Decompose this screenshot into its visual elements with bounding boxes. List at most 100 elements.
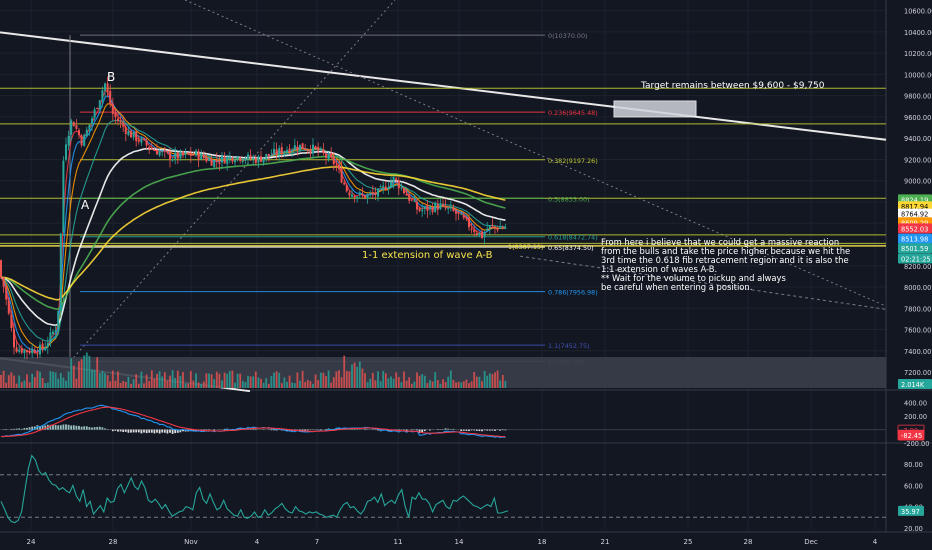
candle-body[interactable] — [288, 148, 291, 153]
candle-body[interactable] — [234, 160, 236, 163]
candle-body[interactable] — [330, 152, 333, 158]
candle-body[interactable] — [205, 157, 208, 162]
candle-body[interactable] — [468, 218, 470, 228]
candle-body[interactable] — [150, 148, 153, 150]
candle-body[interactable] — [187, 152, 190, 154]
candle-body[interactable] — [304, 148, 307, 150]
candle-body[interactable] — [491, 224, 494, 226]
candle-body[interactable] — [52, 331, 54, 335]
candle-body[interactable] — [447, 208, 450, 210]
candle-body[interactable] — [93, 109, 96, 118]
candle-body[interactable] — [0, 260, 2, 278]
candle-body[interactable] — [241, 161, 244, 163]
candle-body[interactable] — [327, 154, 330, 160]
candle-body[interactable] — [410, 199, 413, 201]
candle-body[interactable] — [96, 108, 99, 110]
candle-body[interactable] — [41, 343, 44, 350]
candle-body[interactable] — [20, 348, 23, 353]
candle-body[interactable] — [228, 156, 231, 159]
candle-body[interactable] — [249, 155, 252, 159]
candle-body[interactable] — [23, 349, 26, 354]
candle-body[interactable] — [2, 277, 5, 287]
candle-body[interactable] — [265, 154, 268, 159]
candle-body[interactable] — [200, 153, 203, 160]
candle-body[interactable] — [62, 160, 65, 233]
candle-body[interactable] — [267, 153, 270, 156]
candle-body[interactable] — [104, 83, 106, 91]
candle-body[interactable] — [405, 193, 408, 196]
candle-body[interactable] — [140, 138, 143, 143]
candle-body[interactable] — [390, 181, 392, 188]
candle-body[interactable] — [39, 344, 41, 355]
candle-body[interactable] — [143, 138, 145, 140]
candle-body[interactable] — [247, 154, 249, 160]
price-tag[interactable] — [898, 208, 932, 219]
candle-body[interactable] — [114, 112, 117, 118]
candle-body[interactable] — [371, 192, 374, 194]
candle-body[interactable] — [239, 157, 242, 162]
candle-body[interactable] — [413, 200, 416, 202]
candle-body[interactable] — [244, 159, 247, 161]
candle-body[interactable] — [15, 347, 18, 352]
candle-body[interactable] — [78, 130, 80, 136]
candle-body[interactable] — [122, 122, 125, 127]
candle-body[interactable] — [353, 195, 356, 199]
candle-body[interactable] — [124, 127, 127, 134]
candle-body[interactable] — [75, 125, 78, 129]
candle-body[interactable] — [67, 135, 70, 146]
candle-body[interactable] — [470, 228, 473, 230]
candle-body[interactable] — [455, 211, 457, 214]
macd-pane[interactable] — [0, 404, 886, 438]
candle-body[interactable] — [132, 131, 135, 138]
candle-body[interactable] — [270, 155, 273, 157]
candle-body[interactable] — [184, 152, 187, 155]
candle-body[interactable] — [44, 347, 47, 351]
candle-body[interactable] — [379, 186, 382, 188]
candle-body[interactable] — [275, 149, 278, 155]
candle-body[interactable] — [18, 349, 21, 352]
candle-body[interactable] — [408, 194, 411, 201]
price-axis[interactable]: 10600.00 10400.00 10200.00 10000.00 9800.00 9… — [897, 8, 932, 533]
candle-body[interactable] — [202, 154, 205, 159]
candle-body[interactable] — [382, 185, 385, 187]
candle-body[interactable] — [210, 159, 213, 166]
candle-body[interactable] — [218, 162, 221, 164]
candle-body[interactable] — [88, 124, 91, 131]
candle-body[interactable] — [426, 204, 429, 211]
price-tag[interactable] — [898, 253, 932, 264]
candle-body[interactable] — [496, 227, 499, 231]
candle-body[interactable] — [343, 182, 346, 185]
candle-body[interactable] — [7, 300, 10, 314]
candle-body[interactable] — [475, 233, 478, 235]
candle-body[interactable] — [28, 350, 31, 353]
candle-body[interactable] — [421, 209, 424, 212]
candle-body[interactable] — [26, 350, 28, 353]
candle-body[interactable] — [197, 151, 200, 160]
candle-body[interactable] — [442, 204, 444, 206]
candle-body[interactable] — [293, 145, 296, 151]
candle-body[interactable] — [325, 153, 327, 158]
candle-body[interactable] — [215, 159, 218, 162]
candle-body[interactable] — [335, 164, 338, 166]
candle-body[interactable] — [59, 233, 62, 311]
candle-body[interactable] — [444, 205, 447, 209]
candle-body[interactable] — [213, 160, 216, 168]
candle-body[interactable] — [135, 131, 138, 142]
macd-value-tag[interactable] — [897, 429, 925, 441]
candle-body[interactable] — [153, 149, 156, 151]
candle-body[interactable] — [130, 131, 132, 138]
candle-body[interactable] — [418, 208, 421, 211]
target-zone-box[interactable] — [613, 100, 697, 118]
candle-body[interactable] — [106, 83, 109, 93]
candle-body[interactable] — [163, 149, 166, 151]
candle-body[interactable] — [436, 204, 439, 210]
candle-body[interactable] — [171, 159, 174, 161]
candle-body[interactable] — [501, 227, 504, 229]
rsi-value-tag[interactable] — [898, 505, 924, 516]
candle-body[interactable] — [10, 314, 13, 328]
candle-body[interactable] — [156, 150, 158, 155]
candle-body[interactable] — [486, 228, 489, 231]
candle-body[interactable] — [312, 144, 314, 154]
rsi-pane[interactable] — [0, 454, 886, 524]
